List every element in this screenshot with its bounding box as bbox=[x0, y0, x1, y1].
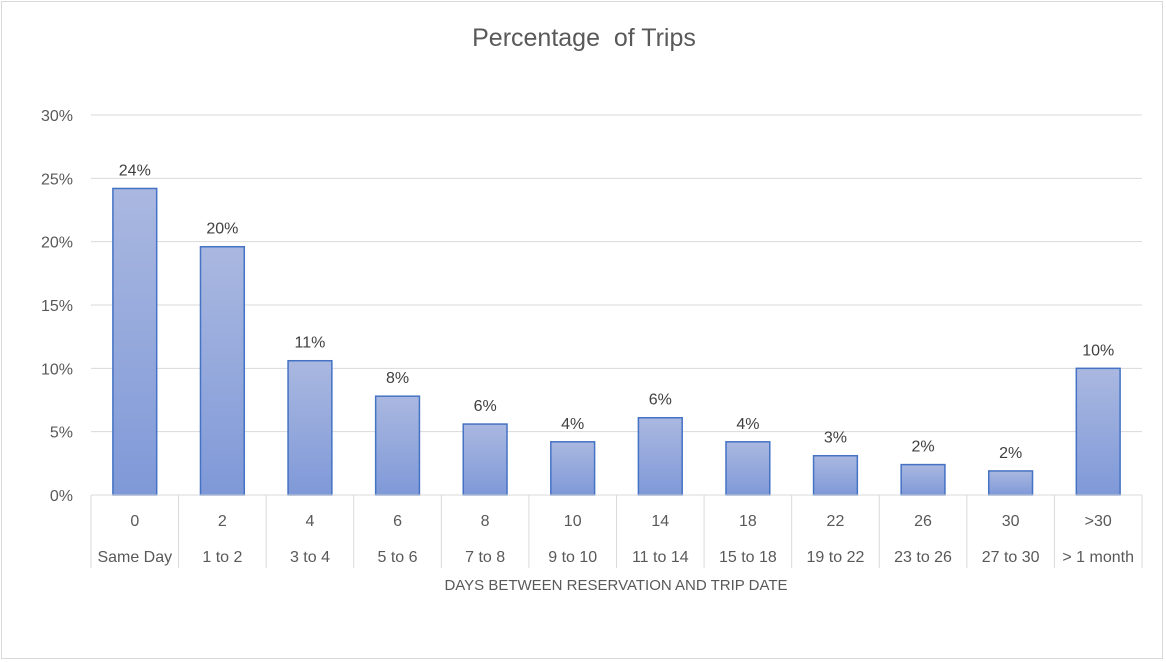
x-tick-label: 30 bbox=[1002, 513, 1020, 530]
x-tick-label: >30 bbox=[1085, 513, 1112, 530]
data-label: 4% bbox=[561, 416, 584, 433]
x-tick-label: 6 bbox=[393, 513, 402, 530]
y-tick-label: 5% bbox=[50, 425, 73, 442]
x-group-label: 19 to 22 bbox=[807, 549, 865, 566]
x-tick-label: 22 bbox=[827, 513, 845, 530]
bar bbox=[725, 441, 771, 496]
bar bbox=[987, 470, 1034, 496]
x-group-label: 7 to 8 bbox=[465, 549, 505, 566]
y-tick-label: 20% bbox=[41, 235, 73, 252]
data-label: 2% bbox=[999, 445, 1022, 462]
y-tick-label: 10% bbox=[41, 361, 73, 378]
x-group-label: 9 to 10 bbox=[548, 549, 597, 566]
bar bbox=[112, 187, 158, 496]
x-group-label: 1 to 2 bbox=[202, 549, 242, 566]
x-tick-label: 4 bbox=[306, 513, 315, 530]
gridlines bbox=[91, 114, 1142, 433]
bar bbox=[550, 441, 596, 496]
data-label: 6% bbox=[474, 398, 497, 415]
data-labels: 24% 20% 11% 8% 6% 4% 6% 4% 3% 2% 2% 10% bbox=[119, 162, 1114, 461]
bar bbox=[374, 395, 421, 496]
x-group-label: 5 to 6 bbox=[378, 549, 418, 566]
bar bbox=[812, 454, 859, 496]
x-axis: 0 Same Day 2 1 to 2 4 3 to 4 6 5 to 6 8 7 to 8 10 9… bbox=[90, 494, 1143, 568]
x-tick-label: 8 bbox=[481, 513, 490, 530]
y-axis-ticks: 0% 5% 10% 15% 20% 25% 30% bbox=[41, 108, 73, 505]
x-group-label: 23 to 26 bbox=[894, 549, 952, 566]
data-label: 11% bbox=[295, 335, 326, 352]
x-group-label: 15 to 18 bbox=[719, 549, 777, 566]
x-tick-label: 10 bbox=[564, 513, 582, 530]
bar bbox=[287, 359, 333, 496]
x-group-label: > 1 month bbox=[1062, 549, 1134, 566]
x-group-label: 27 to 30 bbox=[982, 549, 1040, 566]
y-tick-label: 25% bbox=[41, 171, 73, 188]
data-label: 10% bbox=[1082, 342, 1114, 359]
x-group-label: Same Day bbox=[97, 549, 172, 566]
x-tick-label: 14 bbox=[651, 513, 669, 530]
bar bbox=[199, 245, 246, 496]
x-tick-label: 18 bbox=[739, 513, 757, 530]
bar bbox=[637, 416, 683, 496]
bar bbox=[1075, 367, 1121, 496]
x-tick-label: 2 bbox=[218, 513, 227, 530]
bars bbox=[112, 187, 1121, 496]
data-label: 20% bbox=[206, 221, 238, 238]
x-tick-label: 0 bbox=[130, 513, 139, 530]
data-label: 2% bbox=[911, 439, 934, 456]
bar bbox=[462, 423, 508, 496]
chart-title: Percentage of Trips bbox=[472, 24, 696, 52]
x-group-label: 11 to 14 bbox=[632, 549, 689, 566]
data-label: 3% bbox=[824, 430, 847, 447]
y-tick-label: 15% bbox=[41, 298, 73, 315]
y-tick-label: 30% bbox=[41, 108, 73, 125]
x-tick-label: 26 bbox=[914, 513, 932, 530]
bar bbox=[900, 463, 946, 496]
data-label: 4% bbox=[736, 416, 759, 433]
data-label: 6% bbox=[649, 392, 672, 409]
x-axis-title: DAYS BETWEEN RESERVATION AND TRIP DATE bbox=[444, 577, 787, 594]
data-label: 24% bbox=[119, 162, 151, 179]
data-label: 8% bbox=[386, 370, 409, 387]
x-group-label: 3 to 4 bbox=[290, 549, 330, 566]
y-tick-label: 0% bbox=[50, 488, 73, 505]
